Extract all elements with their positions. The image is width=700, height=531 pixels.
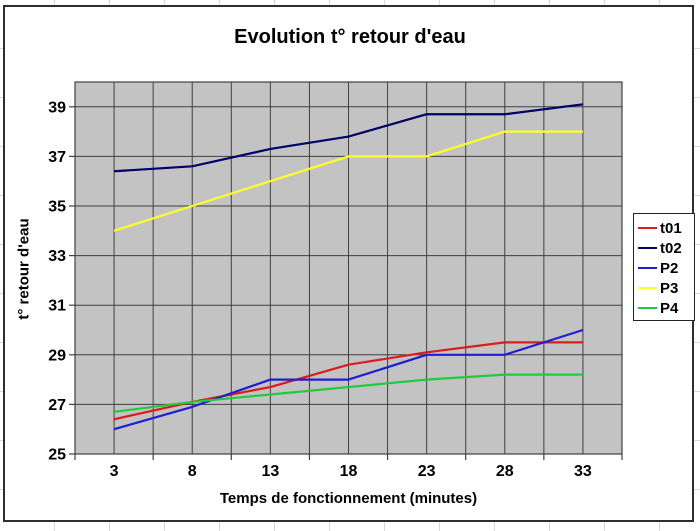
y-tick-label: 37 [48,149,66,166]
y-tick-label: 31 [48,298,66,315]
x-tick-label: 33 [574,463,592,480]
legend-item-t02: t02 [634,238,694,258]
legend-line-p2 [638,267,657,269]
y-tick-label: 33 [48,248,66,265]
legend-label: t02 [660,239,682,257]
series-line-P3 [113,130,583,232]
x-axis-title: Temps de fonctionnement (minutes) [219,490,478,507]
legend-label: t01 [660,219,682,237]
legend-line-p4 [638,307,657,309]
legend-label: P2 [660,259,679,277]
x-tick-label: 23 [418,463,436,480]
legend-line-t01 [638,227,657,229]
y-tick-label: 25 [48,447,66,464]
legend-item-p3: P3 [634,278,694,298]
x-tick-label: 28 [496,463,514,480]
legend-line-p3 [638,287,657,289]
x-tick-label: 8 [188,463,197,480]
legend-label: P3 [660,279,679,297]
x-tick-label: 18 [340,463,358,480]
series-line-P2 [113,328,584,431]
legend-item-p2: P2 [634,258,694,278]
y-tick-label: 27 [48,397,66,414]
legend-label: P4 [660,299,679,317]
series-line-P4 [113,373,583,413]
y-tick-label: 39 [48,99,66,116]
legend-line-t02 [638,247,657,249]
x-tick-label: 13 [261,463,279,480]
y-axis-title: t° retour d'eau [15,218,33,320]
series-line-t02 [114,103,584,173]
legend-item-p4: P4 [634,298,694,318]
legend: t01 t02 P2 P3 P4 [633,213,695,321]
y-tick-label: 35 [48,199,66,216]
y-tick-label: 29 [48,347,66,364]
legend-item-t01: t01 [634,218,694,238]
chart-title: Evolution t° retour d'eau [234,26,466,48]
x-tick-label: 3 [110,463,119,480]
